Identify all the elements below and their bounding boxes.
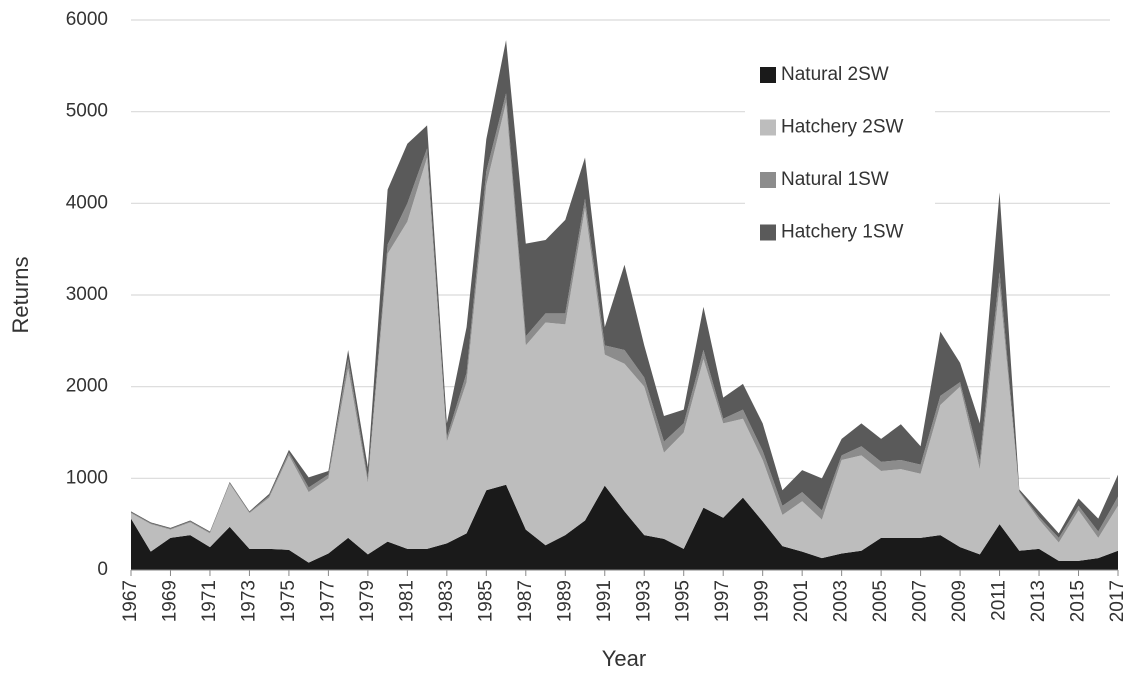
x-tick-label: 1977	[317, 580, 338, 622]
x-tick-label: 1985	[475, 580, 496, 622]
x-tick-label: 2017	[1107, 580, 1128, 622]
y-tick-label: 6000	[66, 9, 108, 30]
x-tick-label: 2007	[910, 580, 931, 622]
legend: Natural 2SW Hatchery 2SW Natural 1SW Hatche…	[760, 64, 904, 243]
x-tick-label: 1983	[436, 580, 457, 622]
x-tick-label: 2001	[791, 580, 812, 622]
legend-swatch	[760, 172, 776, 188]
x-tick-label: 1999	[752, 580, 773, 622]
x-tick-label: 1991	[594, 580, 615, 622]
x-tick-label: 1975	[278, 580, 299, 622]
x-axis-label: Year	[602, 646, 646, 671]
x-tick-label: 2013	[1028, 580, 1049, 622]
x-tick-label: 1979	[357, 580, 378, 622]
y-tick-label: 3000	[66, 284, 108, 305]
area	[131, 102, 1118, 563]
x-tick-label: 1989	[554, 580, 575, 622]
area-layer	[131, 40, 1118, 570]
y-axis-label: Returns	[8, 256, 33, 333]
y-tick-label: 1000	[66, 467, 108, 488]
y-tick-label: 0	[97, 559, 108, 580]
x-tick-label: 2015	[1068, 580, 1089, 622]
legend-box	[745, 52, 935, 257]
legend-swatch	[760, 119, 776, 136]
x-tick-label: 1967	[120, 580, 141, 622]
x-tick-label: 1981	[396, 580, 417, 622]
x-tick-label: 1993	[633, 580, 654, 622]
area	[131, 484, 1118, 570]
legend-swatch	[760, 67, 776, 83]
y-tick-label: 5000	[66, 101, 108, 122]
legend-label: Natural 2SW	[781, 64, 889, 85]
x-tick-label: 2009	[949, 580, 970, 622]
x-tick-label: 1997	[712, 580, 733, 622]
x-tick-label: 1995	[673, 580, 694, 622]
axis-layer: 0 1000 2000 3000 4000 5000 6000 1967 1969 1971 197…	[66, 9, 1128, 622]
y-tick-label: 2000	[66, 376, 108, 397]
legend-swatch	[760, 224, 776, 241]
x-tick-label: 1969	[159, 580, 180, 622]
y-tick-label: 4000	[66, 192, 108, 213]
x-tick-label: 2005	[870, 580, 891, 622]
x-tick-label: 2011	[989, 580, 1010, 621]
legend-label: Hatchery 2SW	[781, 117, 904, 138]
x-tick-label: 2003	[831, 580, 852, 622]
legend-label: Hatchery 1SW	[781, 222, 904, 243]
x-tick-label: 1973	[238, 580, 259, 622]
x-tick-label: 1971	[199, 580, 220, 622]
area	[131, 40, 1118, 538]
legend-label: Natural 1SW	[781, 169, 889, 190]
x-tick-label: 1987	[515, 580, 536, 622]
